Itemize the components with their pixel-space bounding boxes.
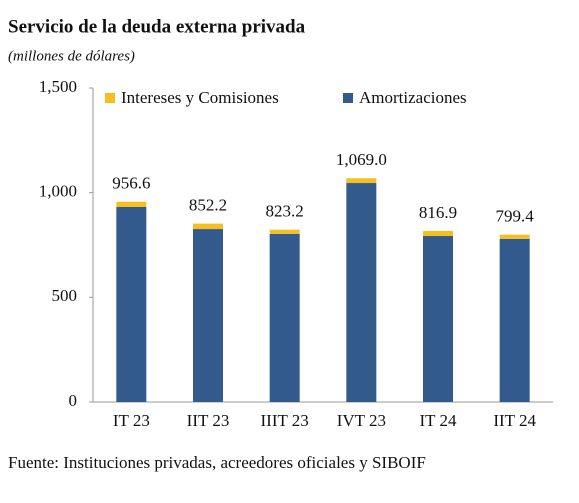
bar-segment <box>269 229 300 234</box>
bar-segment <box>193 223 223 230</box>
chart-subtitle: (millones de dólares) <box>8 48 135 64</box>
total-label: 823.2 <box>266 202 304 221</box>
x-tick-label: IIT 23 <box>187 411 230 430</box>
chart-title: Servicio de la deuda externa privada <box>8 16 306 37</box>
y-tick-label: 500 <box>52 286 78 305</box>
bar-segment <box>346 178 377 184</box>
bar-segment <box>269 233 300 402</box>
total-label: 799.4 <box>496 207 535 226</box>
bar-segment <box>423 236 453 402</box>
total-label: 956.6 <box>112 174 150 193</box>
source-note: Fuente: Instituciones privadas, acreedor… <box>8 453 426 472</box>
legend-swatch <box>105 93 115 103</box>
y-tick-label: 0 <box>69 391 78 410</box>
bar-segment <box>116 206 147 402</box>
total-label: 852.2 <box>189 196 227 215</box>
x-tick-label: IVT 23 <box>337 411 386 430</box>
y-tick-label: 1,500 <box>39 77 77 96</box>
x-tick-label: IT 23 <box>113 411 150 430</box>
total-label: 816.9 <box>419 203 457 222</box>
bar-segment <box>346 183 377 402</box>
bar-segment <box>423 230 453 237</box>
legend-swatch <box>343 93 353 103</box>
x-tick-label: IT 24 <box>420 411 457 430</box>
legend-label: Intereses y Comisiones <box>121 88 279 107</box>
bar-segment <box>499 234 530 239</box>
bar-segment <box>499 238 530 402</box>
bar-segment <box>116 201 147 207</box>
x-tick-label: IIIT 23 <box>261 411 309 430</box>
y-tick-label: 1,000 <box>39 182 77 201</box>
bar-segment <box>193 229 223 402</box>
legend-label: Amortizaciones <box>359 88 467 107</box>
x-tick-label: IIT 24 <box>493 411 536 430</box>
total-label: 1,069.0 <box>336 150 387 169</box>
